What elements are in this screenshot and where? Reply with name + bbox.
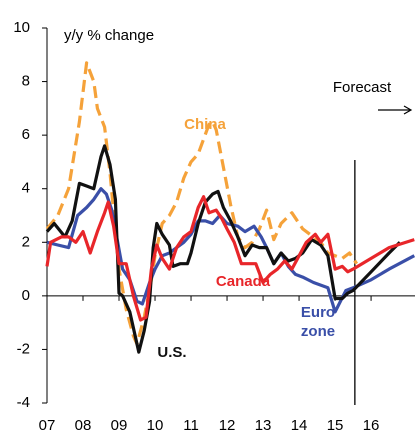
series-line (45, 144, 402, 354)
x-tick-label: 11 (183, 417, 199, 434)
forecast-label: Forecast (333, 79, 392, 96)
forecast-arrowhead (403, 105, 413, 115)
series-label: China (184, 116, 226, 133)
x-tick-label: 07 (39, 417, 56, 434)
x-tick-label: 12 (219, 417, 236, 434)
y-tick-label: 0 (22, 287, 30, 304)
x-tick-label: 10 (147, 417, 164, 434)
y-tick-label: 8 (22, 73, 30, 90)
y-tick-label: -2 (17, 340, 30, 357)
y-tick-label: 10 (13, 19, 30, 36)
series-label: U.S. (157, 344, 187, 361)
series-label: Canada (215, 273, 271, 290)
y-tick-label: 6 (22, 126, 30, 143)
x-tick-label: 14 (291, 417, 308, 434)
series-line (46, 187, 415, 314)
x-tick-label: 08 (75, 417, 92, 434)
x-tick-label: 09 (111, 417, 128, 434)
y-tick-label: 4 (22, 180, 30, 197)
x-tick-label: 16 (363, 417, 380, 434)
series-line (45, 195, 415, 322)
y-tick-label: -4 (17, 394, 30, 411)
series-label: Euro zone (300, 304, 336, 340)
axis-label: y/y % change (64, 27, 154, 44)
x-tick-label: 13 (255, 417, 272, 434)
y-tick-label: 2 (22, 233, 30, 250)
x-tick-label: 15 (327, 417, 344, 434)
series-line (45, 61, 359, 346)
